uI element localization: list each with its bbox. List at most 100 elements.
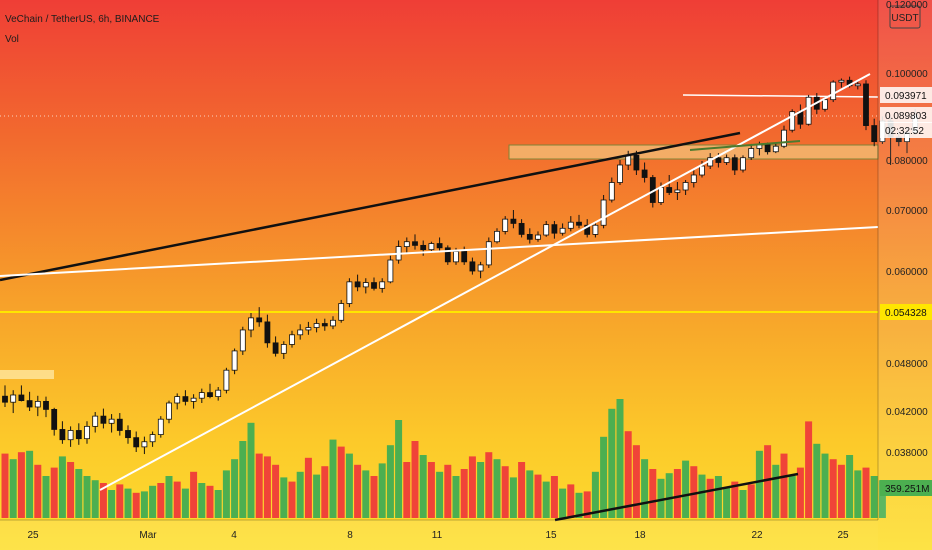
candle[interactable] [321,323,328,327]
candle[interactable] [592,224,599,235]
candle[interactable] [764,144,771,153]
candle[interactable] [116,418,123,431]
candle[interactable] [190,397,197,402]
candle[interactable] [346,281,353,304]
candle[interactable] [289,334,295,345]
candle[interactable] [510,218,517,224]
candle[interactable] [362,282,369,288]
candle[interactable] [625,155,632,166]
candle[interactable] [387,259,394,283]
candle[interactable] [461,251,468,263]
candle[interactable] [26,400,33,408]
candle[interactable] [67,430,74,441]
price-badge-box[interactable] [880,304,932,320]
candle[interactable] [666,187,673,193]
candle[interactable] [108,418,115,424]
candle[interactable] [371,282,377,289]
candle[interactable] [690,174,697,183]
candle[interactable] [567,221,574,229]
candle[interactable] [551,224,558,234]
candle[interactable] [674,189,681,193]
candle[interactable] [576,221,582,226]
candle[interactable] [535,234,541,240]
candle[interactable] [223,369,230,391]
candle[interactable] [543,224,550,236]
candle[interactable] [477,264,484,272]
candle[interactable] [256,317,263,323]
candle[interactable] [198,392,205,399]
candle[interactable] [805,96,812,125]
candle[interactable] [2,395,8,403]
candle[interactable] [412,241,418,246]
candle[interactable] [248,317,254,331]
candle[interactable] [338,303,345,321]
candle[interactable] [838,79,845,83]
candle[interactable] [133,437,140,448]
candle[interactable] [871,125,878,143]
candle[interactable] [313,323,320,328]
candle[interactable] [428,243,435,251]
candle[interactable] [584,224,591,235]
candle[interactable] [10,394,17,403]
price-badge-box[interactable] [880,87,932,103]
candle[interactable] [641,169,648,178]
candle[interactable] [658,187,664,203]
candle[interactable] [157,418,164,435]
candle[interactable] [682,182,689,191]
candle[interactable] [379,281,386,289]
candle[interactable] [231,350,238,371]
candle[interactable] [789,111,796,131]
candle[interactable] [51,408,58,430]
candle[interactable] [239,329,246,352]
candle[interactable] [403,241,410,248]
candle[interactable] [444,247,451,263]
candle[interactable] [297,329,304,336]
candle[interactable] [436,243,443,249]
time-axis-panel[interactable] [0,520,878,550]
candle[interactable] [830,81,837,101]
candle[interactable] [485,241,492,266]
candle[interactable] [494,230,500,243]
candle[interactable] [92,415,99,427]
candle[interactable] [723,157,730,163]
candle[interactable] [354,281,361,288]
candle[interactable] [280,344,287,354]
price-badge-box[interactable] [880,107,932,123]
candle[interactable] [330,319,336,327]
candle[interactable] [207,392,213,398]
candle[interactable] [518,223,525,235]
candle[interactable] [34,400,41,408]
candle[interactable] [75,430,82,440]
candle[interactable] [772,145,779,153]
candle[interactable] [149,434,156,443]
candle[interactable] [715,157,722,163]
candle[interactable] [100,415,107,424]
candle[interactable] [502,218,509,232]
price-badge-box[interactable] [880,480,932,496]
currency-badge-box[interactable] [889,5,921,29]
candle[interactable] [272,342,279,354]
candle[interactable] [84,425,90,440]
candle[interactable] [731,157,738,171]
candle[interactable] [166,402,172,420]
candle[interactable] [781,129,787,147]
candle[interactable] [617,164,623,183]
candle[interactable] [215,389,222,398]
candle[interactable] [822,99,828,110]
candle[interactable] [526,233,533,240]
candle[interactable] [740,157,746,171]
candle[interactable] [125,430,131,439]
candle[interactable] [633,155,640,171]
candle[interactable] [608,182,615,201]
candle[interactable] [748,148,755,159]
candle[interactable] [600,199,607,226]
candle[interactable] [854,83,861,87]
price-badge-box[interactable] [880,122,932,138]
candle[interactable] [469,261,476,272]
candle[interactable] [699,165,705,176]
candle[interactable] [453,251,459,263]
candle[interactable] [59,429,66,441]
candle[interactable] [420,244,427,251]
